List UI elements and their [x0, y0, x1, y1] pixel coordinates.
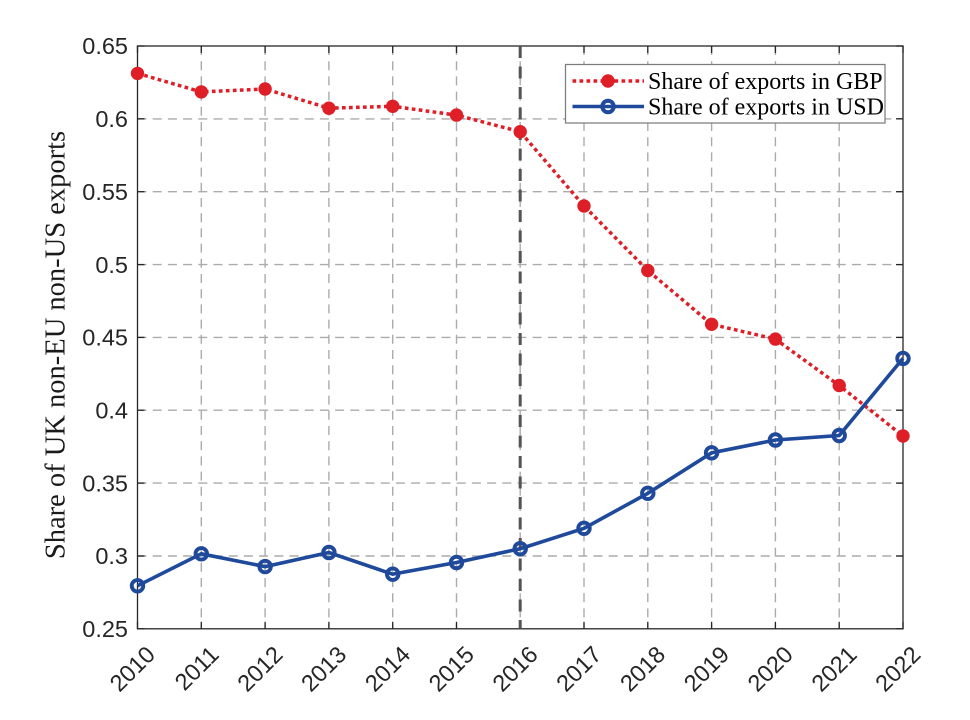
svg-text:0.55: 0.55	[82, 179, 128, 205]
svg-text:0.45: 0.45	[82, 325, 128, 351]
svg-text:0.3: 0.3	[95, 543, 128, 569]
svg-text:0.5: 0.5	[95, 252, 128, 278]
svg-text:Share of exports in GBP: Share of exports in GBP	[648, 69, 883, 95]
svg-text:0.35: 0.35	[82, 470, 128, 496]
svg-text:0.65: 0.65	[82, 33, 128, 59]
svg-text:0.4: 0.4	[95, 397, 128, 423]
svg-text:Share of UK non-EU non-US expo: Share of UK non-EU non-US exports	[41, 131, 72, 559]
svg-text:0.25: 0.25	[82, 616, 128, 642]
svg-text:0.6: 0.6	[95, 106, 128, 132]
svg-text:Share of exports in USD: Share of exports in USD	[648, 95, 884, 121]
